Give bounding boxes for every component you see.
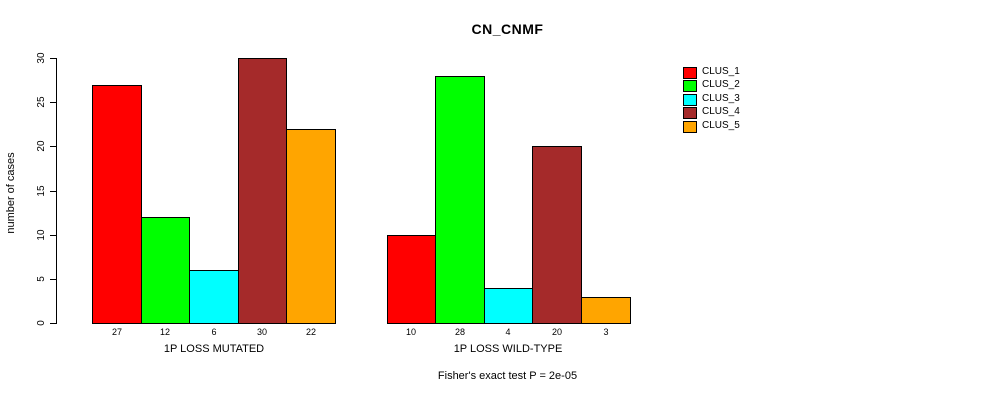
bar	[484, 288, 533, 324]
y-axis-tick	[50, 323, 57, 324]
bar	[581, 297, 631, 324]
legend-label: CLUS_5	[702, 120, 740, 131]
legend-swatch	[683, 80, 697, 92]
y-axis-tick-label: 15	[35, 185, 47, 197]
y-axis-tick	[50, 146, 57, 147]
bar	[286, 129, 336, 324]
y-axis-tick	[50, 235, 57, 236]
bar-value-label: 3	[603, 327, 609, 337]
y-axis-tick	[50, 279, 57, 280]
chart-title: CN_CNMF	[471, 21, 544, 37]
bar	[238, 58, 287, 324]
legend-label: CLUS_1	[702, 66, 740, 77]
legend-swatch	[683, 94, 697, 106]
y-axis-tick-label: 30	[35, 52, 47, 64]
legend-label: CLUS_4	[702, 106, 740, 117]
y-axis-tick	[50, 191, 57, 192]
bar	[435, 76, 485, 324]
bar-value-label: 4	[505, 327, 511, 337]
y-axis-tick-label: 5	[35, 276, 47, 282]
bar	[141, 217, 190, 324]
y-axis-tick-label: 0	[35, 320, 47, 326]
y-axis-label: number of cases	[5, 152, 17, 234]
bar-value-label: 30	[256, 327, 267, 337]
legend-label: CLUS_3	[702, 93, 740, 104]
bar	[189, 270, 239, 324]
legend-label: CLUS_2	[702, 79, 740, 90]
bar	[532, 146, 582, 324]
legend-swatch	[683, 107, 697, 119]
group-label: 1P LOSS MUTATED	[163, 343, 265, 355]
bar	[387, 235, 436, 324]
footnote: Fisher's exact test P = 2e-05	[437, 370, 578, 382]
bar-value-label: 27	[111, 327, 122, 337]
bar-value-label: 6	[211, 327, 217, 337]
bar-value-label: 12	[159, 327, 170, 337]
legend-swatch	[683, 67, 697, 79]
y-axis-tick	[50, 102, 57, 103]
bar-value-label: 28	[454, 327, 465, 337]
y-axis-tick-label: 25	[35, 96, 47, 108]
bar-value-label: 10	[405, 327, 416, 337]
y-axis-tick-label: 20	[35, 140, 47, 152]
legend-swatch	[683, 121, 697, 133]
y-axis-tick	[50, 58, 57, 59]
bar-value-label: 22	[305, 327, 316, 337]
bar	[92, 85, 142, 324]
bar-value-label: 20	[551, 327, 562, 337]
y-axis-tick-label: 10	[35, 229, 47, 241]
group-label: 1P LOSS WILD-TYPE	[453, 343, 563, 355]
